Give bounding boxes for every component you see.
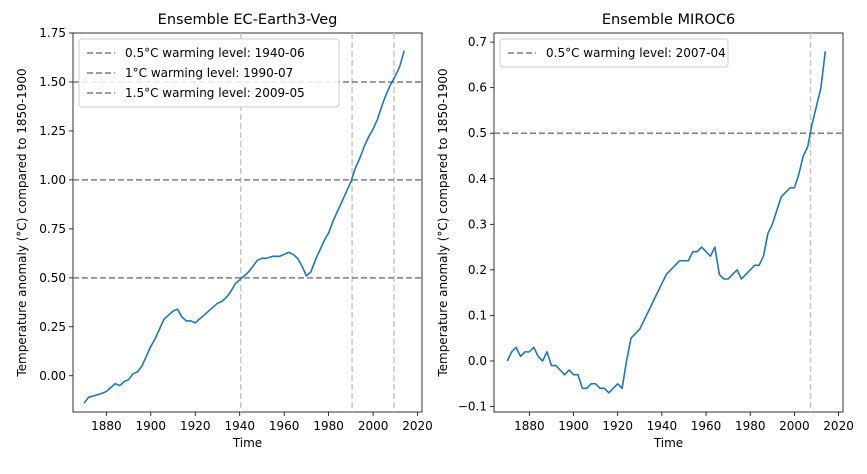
x-tick-label: 1900 [558,419,589,433]
x-tick-label: 1980 [735,419,766,433]
plot-area [494,33,843,412]
y-tick-label: 0.0 [468,354,487,368]
chart-title: Ensemble MIROC6 [602,12,735,28]
y-tick-label: 0.75 [39,222,66,236]
legend-box [499,38,729,68]
legend-entry: 0.5°C warming level: 1940-06 [125,46,305,60]
y-tick-label: 0.7 [468,35,487,49]
x-axis-label: Time [232,436,262,450]
y-tick-label: 0.00 [39,369,66,383]
y-tick-label: 0.3 [468,217,487,231]
y-tick-label: 0.50 [39,271,66,285]
chart-panel-2: 1880 1900 1920 1940 1960 1980 2000 2020 −0.1 0.0 0… [436,12,854,450]
plot-frame [72,32,423,413]
chart-panel-1: 1880 1900 1920 1940 1960 1980 2000 2020 0.00 0.25… [15,12,433,450]
y-tick-label: 0.5 [468,126,487,140]
y-tick-label: 1.25 [39,124,66,138]
legend-entry: 1.5°C warming level: 2009-05 [125,86,305,100]
y-tick-label: 0.4 [468,172,487,186]
x-axis-label: Time [653,436,683,450]
y-tick-label: 1.75 [39,26,66,40]
y-tick-label: −0.1 [458,400,487,414]
x-tick-label: 1880 [514,419,545,433]
y-tick-label: 0.6 [468,81,487,95]
plot-frame [493,32,844,413]
legend-box [78,38,340,108]
legend-entry: 1°C warming level: 1990-07 [125,66,293,80]
x-tick-label: 1880 [91,419,122,433]
x-tick-label: 2000 [779,419,810,433]
x-tick-label: 1980 [313,419,344,433]
x-tick-label: 1920 [602,419,633,433]
legend-entry: 0.5°C warming level: 2007-04 [546,46,726,60]
series-line [83,50,405,404]
x-tick-label: 1940 [224,419,255,433]
chart-title: Ensemble EC-Earth3-Veg [158,12,338,28]
legend: 0.5°C warming level: 1940-06 1°C warming … [78,38,340,108]
x-tick-label: 2020 [823,419,854,433]
legend: 0.5°C warming level: 2007-04 [499,38,729,68]
y-tick-label: 1.50 [39,75,66,89]
x-tick-label: 2000 [358,419,389,433]
x-tick-label: 1920 [180,419,211,433]
y-tick-label: 1.00 [39,173,66,187]
x-tick-label: 2020 [402,419,433,433]
y-axis-label: Temperature anomaly (°C) compared to 185… [436,68,450,377]
y-tick-label: 0.2 [468,263,487,277]
x-tick-label: 1900 [136,419,167,433]
x-tick-label: 1960 [691,419,722,433]
y-tick-label: 0.1 [468,308,487,322]
series-line [506,51,827,394]
x-tick-label: 1940 [647,419,678,433]
x-tick-label: 1960 [269,419,300,433]
y-axis-label: Temperature anomaly (°C) compared to 185… [15,68,29,377]
y-tick-label: 0.25 [39,320,66,334]
